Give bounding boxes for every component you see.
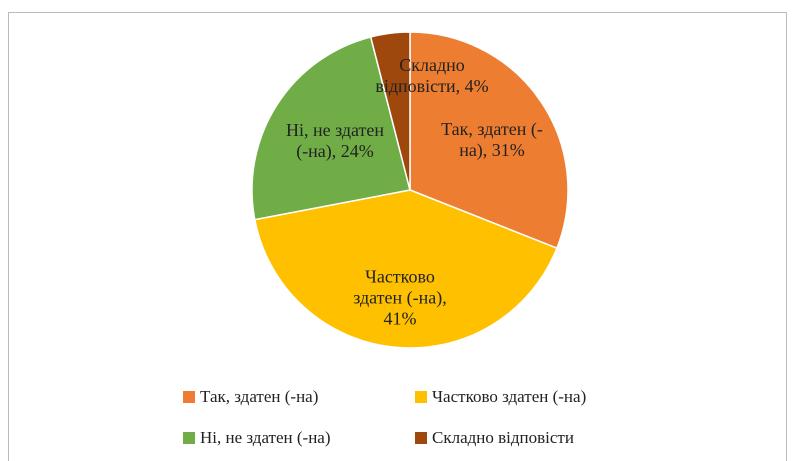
data-label: Ні, не здатен (-на), 24% <box>285 120 385 161</box>
legend-swatch <box>415 432 427 444</box>
legend-label: Так, здатен (-на) <box>200 387 319 406</box>
pie-slice <box>253 189 558 349</box>
pie-slice <box>409 31 569 250</box>
pie-slice <box>251 36 411 221</box>
legend-swatch <box>183 432 195 444</box>
pie-slice <box>369 31 411 191</box>
legend-label: Складно відповісти <box>432 428 574 447</box>
legend-swatch <box>183 391 195 403</box>
data-label: Складно відповісти, 4% <box>375 55 489 96</box>
data-label: Частково здатен (-на), 41% <box>353 266 447 329</box>
legend-swatch <box>415 391 427 403</box>
legend-label: Ні, не здатен (-на) <box>200 428 331 447</box>
legend-label: Частково здатен (-на) <box>432 387 587 406</box>
data-label: Так, здатен (-на), 31% <box>441 119 543 160</box>
